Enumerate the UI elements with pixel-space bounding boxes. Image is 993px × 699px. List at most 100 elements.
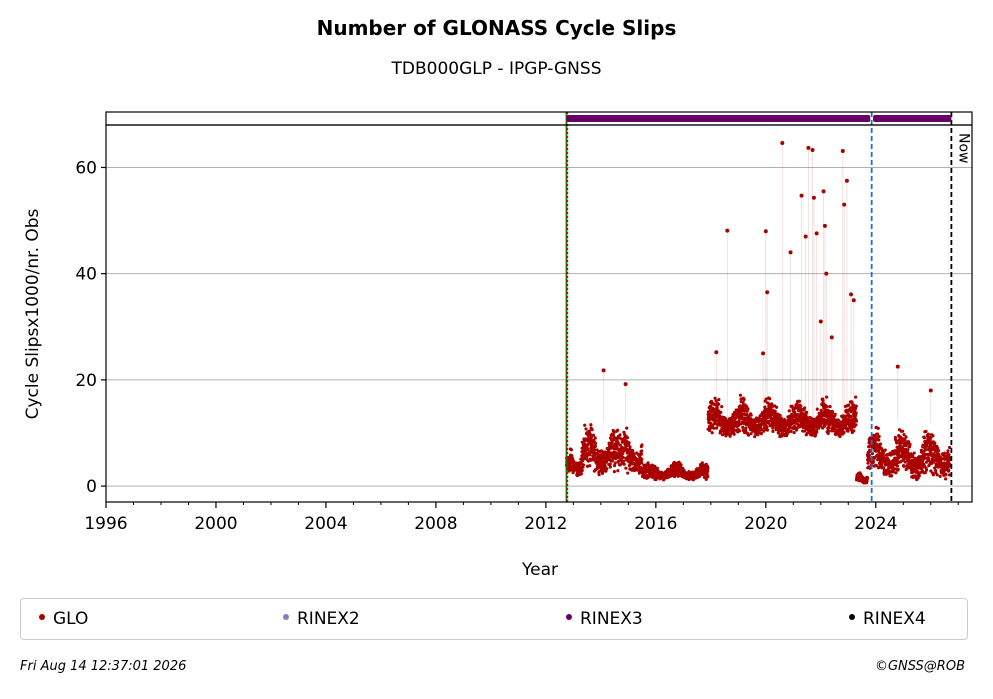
glo-point-1406 [740,417,744,421]
glo-outlier-17 [822,223,827,228]
glo-point-1681 [774,405,779,409]
glo-point-2977 [936,449,941,453]
glo-point-1941 [807,419,811,423]
glo-outlier-24 [851,298,856,303]
glo-point-1206 [715,405,719,409]
glo-outlier-20 [840,149,845,154]
now-label: Now [955,133,971,164]
glo-point-2150 [833,412,837,416]
glo-point-2258 [847,403,851,407]
glo-point-1411 [741,425,745,429]
glo-point-2877 [924,429,928,434]
glo-point-1921 [804,410,809,414]
glo-point-1202 [715,426,719,430]
glo-point-1413 [741,400,745,404]
glo-point-2513 [878,442,883,446]
glo-point-2082 [825,395,829,399]
glo-point-2551 [883,448,887,452]
glo-point-727 [655,466,659,470]
glo-point-136 [581,463,586,467]
glo-point-462 [622,462,626,466]
glo-point-205 [590,428,594,432]
grid-lines [106,166,972,487]
glo-point-1189 [713,396,717,400]
legend-item-glo: GLO [39,609,88,629]
glo-point-2278 [849,414,853,419]
glo-point-1603 [765,426,769,430]
glo-point-1182 [712,426,716,430]
glo-point-542 [632,452,636,457]
glo-point-2104 [827,423,832,427]
glo-point-1087 [700,461,704,465]
glo-point-1217 [716,402,721,406]
glo-outlier-2 [714,350,719,355]
glo-point-39 [569,448,573,452]
glo-point-475 [624,466,628,470]
glo-point-2109 [828,404,832,409]
glo-point-1392 [738,393,743,397]
glo-point-2700 [902,464,906,468]
glo-point-367 [610,459,614,463]
data-points [564,141,952,485]
glo-point-1598 [764,397,768,401]
glo-point-1798 [789,429,793,433]
footer-timestamp: Fri Aug 14 12:37:01 2026 [20,659,187,674]
glo-outlier-6 [765,290,770,295]
glo-outlier-15 [818,319,823,324]
glo-point-3066 [948,445,952,450]
footer-copyright: ©GNSS@ROB [874,659,965,674]
glo-point-1435 [744,426,748,430]
glo-point-231 [593,444,597,448]
glo-point-1457 [746,433,751,437]
glo-point-3036 [944,472,948,476]
glo-point-21 [567,469,571,473]
glo-point-2848 [920,459,924,464]
glo-point-2970 [936,446,940,450]
glo-point-1118 [704,477,708,481]
glo-outlier-21 [842,202,847,207]
chart-subtitle: TDB000GLP - IPGP-GNSS [391,59,602,79]
glo-point-3058 [947,468,951,472]
legend-item-rinex4: RINEX4 [849,609,926,629]
glo-point-1166 [710,431,714,435]
glo-point-594 [639,465,643,470]
glo-point-3026 [943,451,947,455]
glo-point-1412 [741,405,745,410]
glo-point-2783 [912,451,916,455]
glo-point-2601 [889,474,894,478]
glo-point-2648 [895,464,899,468]
chart-title: Number of GLONASS Cycle Slips [316,16,677,40]
glo-point-453 [621,455,625,459]
glo-point-1780 [787,427,791,431]
glo-point-409 [616,428,620,432]
legend-marker-rinex3 [566,614,572,620]
glo-point-1560 [759,432,764,436]
glo-outlier-8 [788,250,793,255]
glo-point-2823 [917,474,921,478]
glo-point-604 [640,443,644,447]
glo-point-1146 [708,428,712,433]
glo-point-2749 [908,443,912,447]
glo-outlier-4 [761,351,766,356]
glo-point-2098 [827,429,831,433]
glo-point-1384 [737,429,742,433]
glo-point-2007 [815,407,819,411]
glo-point-2896 [926,432,930,436]
axes: 0 20 40 60 1996 2000 2004 2008 2012 2016 2020 2024 [75,111,973,534]
glo-point-2022 [817,411,821,415]
glo-point-2413 [866,461,870,465]
glo-point-156 [584,427,588,431]
legend-item-rinex3: RINEX3 [566,609,643,629]
glo-point-126 [580,468,584,473]
glo-point-1131 [706,475,710,479]
glo-point-456 [621,459,626,463]
glo-point-2655 [896,467,900,472]
glo-point-2980 [937,452,941,456]
glo-point-173 [586,447,590,452]
glo-point-482 [625,426,629,430]
glo-outlier-3 [725,228,730,233]
glo-point-146 [583,423,587,427]
glo-point-1197 [714,399,718,403]
glo-point-316 [604,469,608,473]
glo-point-351 [608,465,612,469]
